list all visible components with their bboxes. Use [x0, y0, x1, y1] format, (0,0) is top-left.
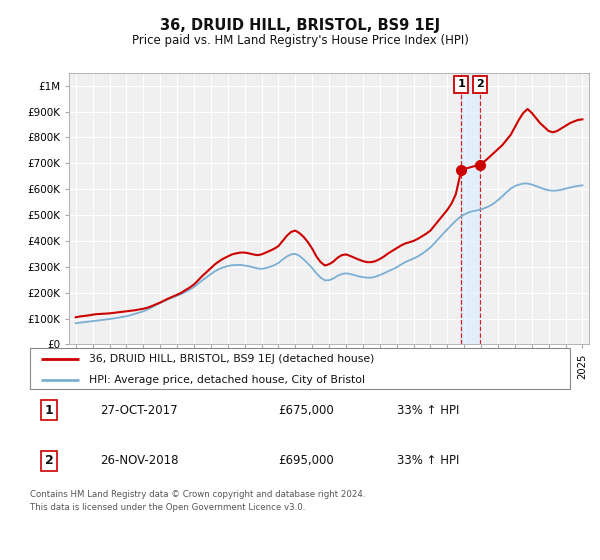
Text: 2: 2 — [476, 80, 484, 90]
Text: HPI: Average price, detached house, City of Bristol: HPI: Average price, detached house, City… — [89, 375, 365, 385]
Text: Price paid vs. HM Land Registry's House Price Index (HPI): Price paid vs. HM Land Registry's House … — [131, 34, 469, 46]
Bar — [461, 73, 480, 344]
Text: 26-NOV-2018: 26-NOV-2018 — [100, 454, 179, 467]
Text: £675,000: £675,000 — [278, 404, 334, 417]
Text: 1: 1 — [44, 404, 53, 417]
Text: 33% ↑ HPI: 33% ↑ HPI — [397, 454, 460, 467]
FancyBboxPatch shape — [30, 348, 570, 389]
Text: 1: 1 — [457, 80, 465, 90]
Text: £695,000: £695,000 — [278, 454, 334, 467]
Text: 33% ↑ HPI: 33% ↑ HPI — [397, 404, 460, 417]
Text: 36, DRUID HILL, BRISTOL, BS9 1EJ (detached house): 36, DRUID HILL, BRISTOL, BS9 1EJ (detach… — [89, 354, 375, 365]
Text: Contains HM Land Registry data © Crown copyright and database right 2024.
This d: Contains HM Land Registry data © Crown c… — [30, 490, 365, 511]
Text: 36, DRUID HILL, BRISTOL, BS9 1EJ: 36, DRUID HILL, BRISTOL, BS9 1EJ — [160, 18, 440, 33]
Text: 2: 2 — [44, 454, 53, 467]
Text: 27-OCT-2017: 27-OCT-2017 — [100, 404, 178, 417]
